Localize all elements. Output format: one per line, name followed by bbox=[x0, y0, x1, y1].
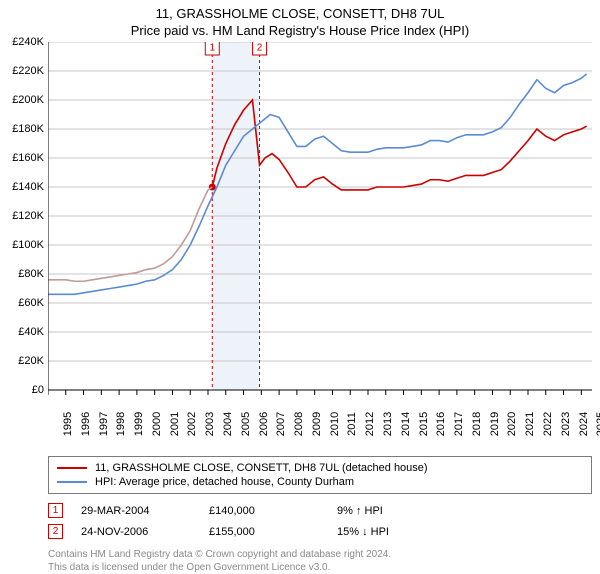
footer-line: Contains HM Land Registry data © Crown c… bbox=[48, 548, 592, 561]
y-tick-label: £160K bbox=[12, 152, 44, 164]
y-tick-label: £200K bbox=[12, 94, 44, 106]
event-row: 1 29-MAR-2004 £140,000 9% ↑ HPI bbox=[48, 500, 592, 521]
chart-title: 11, GRASSHOLME CLOSE, CONSETT, DH8 7UL bbox=[0, 6, 600, 21]
event-price: £140,000 bbox=[209, 505, 319, 517]
y-tick-label: £40K bbox=[18, 326, 44, 338]
legend-label: 11, GRASSHOLME CLOSE, CONSETT, DH8 7UL (… bbox=[95, 462, 428, 474]
y-tick-label: £120K bbox=[12, 210, 44, 222]
y-tick-label: £180K bbox=[12, 123, 44, 135]
y-tick-label: £60K bbox=[18, 297, 44, 309]
x-tick-label: 2025 bbox=[581, 412, 600, 436]
event-delta: 9% ↑ HPI bbox=[337, 505, 447, 517]
legend-item: HPI: Average price, detached house, Coun… bbox=[57, 475, 583, 489]
event-table: 1 29-MAR-2004 £140,000 9% ↑ HPI 2 24-NOV… bbox=[48, 500, 592, 542]
event-marker-icon: 1 bbox=[48, 503, 63, 518]
legend-item: 11, GRASSHOLME CLOSE, CONSETT, DH8 7UL (… bbox=[57, 461, 583, 475]
legend-label: HPI: Average price, detached house, Coun… bbox=[95, 476, 354, 488]
chart-subtitle: Price paid vs. HM Land Registry's House … bbox=[0, 23, 600, 38]
event-date: 24-NOV-2006 bbox=[81, 526, 191, 538]
y-tick-label: £140K bbox=[12, 181, 44, 193]
legend: 11, GRASSHOLME CLOSE, CONSETT, DH8 7UL (… bbox=[48, 456, 592, 494]
legend-swatch bbox=[57, 467, 87, 469]
chart-area: 12 £0£20K£40K£60K£80K£100K£120K£140K£160… bbox=[48, 42, 592, 420]
y-tick-label: £240K bbox=[12, 36, 44, 48]
event-price: £155,000 bbox=[209, 526, 319, 538]
footer: Contains HM Land Registry data © Crown c… bbox=[48, 548, 592, 574]
y-tick-label: £0 bbox=[32, 384, 44, 396]
svg-text:1: 1 bbox=[209, 43, 215, 54]
svg-text:2: 2 bbox=[257, 43, 263, 54]
event-marker-icon: 2 bbox=[48, 524, 63, 539]
footer-line: This data is licensed under the Open Gov… bbox=[48, 561, 592, 574]
event-date: 29-MAR-2004 bbox=[81, 505, 191, 517]
event-row: 2 24-NOV-2006 £155,000 15% ↓ HPI bbox=[48, 521, 592, 542]
y-tick-label: £80K bbox=[18, 268, 44, 280]
event-delta: 15% ↓ HPI bbox=[337, 526, 447, 538]
y-tick-label: £220K bbox=[12, 65, 44, 77]
legend-swatch bbox=[57, 481, 87, 483]
y-tick-label: £100K bbox=[12, 239, 44, 251]
y-tick-label: £20K bbox=[18, 355, 44, 367]
line-chart: 12 bbox=[48, 42, 592, 420]
